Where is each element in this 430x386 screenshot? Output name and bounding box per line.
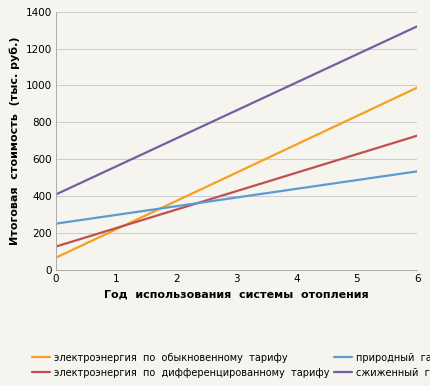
- Legend: электроэнергия  по  обыкновенному  тарифу, электроэнергия  по  дифференцированно: электроэнергия по обыкновенному тарифу, …: [32, 353, 430, 378]
- Y-axis label: Итоговая  стоимость  (тыс. руб.): Итоговая стоимость (тыс. руб.): [9, 37, 20, 245]
- X-axis label: Год  использования  системы  отопления: Год использования системы отопления: [104, 290, 369, 300]
